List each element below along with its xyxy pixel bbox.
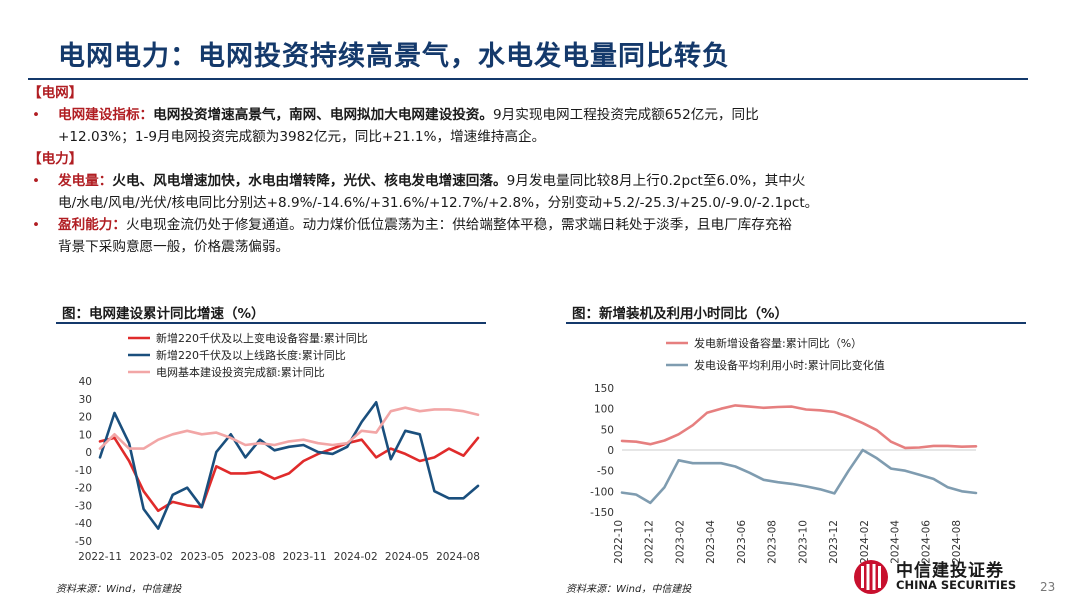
series-line-2 [98,401,480,530]
x-tick-label: 2023-04 [705,520,717,564]
x-tick-label: 2024-02 [859,520,871,564]
bullet-head: 电网建设指标： [58,107,154,123]
figure-2-title: 图：新增装机及利用小时同比（%） [572,306,789,322]
logo-emblem-icon [854,560,888,594]
bullet-dot-icon: • [32,217,41,233]
x-tick-label: 2023-08 [231,551,275,563]
figure-1-source: 资料来源：Wind，中信建投 [56,584,182,595]
x-tick-label: 2022-12 [644,520,656,564]
x-tick-label: 2024-02 [334,551,378,563]
section-label-power: 【电力】 [28,151,83,167]
bullet-line-2: +12.03%；1-9月电网投资完成额为3982亿元，同比+21.1%，增速维持… [58,129,546,145]
bullet-generation: • 发电量：火电、风电增速加快，水电由增转降，光伏、核电发电增速回落。9月发电量… [28,170,1033,214]
y-tick-label: -100 [590,486,614,498]
title-divider [28,78,1028,80]
x-tick-label: 2022-10 [613,520,625,564]
x-tick-label: 2023-12 [828,520,840,564]
series-line-1 [98,436,480,513]
y-tick-label: -30 [75,500,92,512]
section-label-grid: 【电网】 [28,85,83,101]
text-content: 【电网】 • 电网建设指标：电网投资增速高景气，南网、电网拟加大电网建设投资。9… [28,82,1033,258]
logo-text-cn: 中信建投证券 [896,561,1004,581]
bullet-dot-icon: • [32,107,41,123]
legend-label-3: 电网基本建设投资完成额:累计同比 [156,365,325,379]
x-tick-label: 2023-06 [736,520,748,564]
x-tick-label: 2023-11 [283,551,327,563]
x-tick-label: 2024-05 [385,551,429,563]
company-logo: 中信建投证券 CHINA SECURITIES [852,556,1042,600]
bullet-strong: 电网投资增速高景气，南网、电网拟加大电网建设投资。 [153,107,493,123]
bullet-line-1: 9月发电量同比较8月上行0.2pct至6.0%，其中火 [506,173,806,189]
figure-2-rule [566,322,1026,324]
y-tick-label: 20 [79,412,92,424]
bullet-line-2: 电/水电/风电/光伏/核电同比分别达+8.9%/-14.6%/+31.6%/+1… [58,195,819,211]
y-tick-label: 0 [607,445,614,457]
y-tick-label: 30 [79,394,92,406]
y-tick-label: -10 [75,465,92,477]
page-number: 23 [1040,580,1056,594]
y-tick-label: -20 [75,483,92,495]
x-tick-label: 2024-04 [890,520,902,564]
y-tick-label: -50 [75,536,92,548]
x-tick-label: 2024-06 [920,520,932,564]
series-line-1 [620,404,978,450]
y-tick-label: 100 [594,404,614,416]
x-tick-label: 2023-02 [674,520,686,564]
x-tick-label: 2023-02 [129,551,173,563]
legend-label-1: 新增220千伏及以上变电设备容量:累计同比 [156,331,368,345]
y-tick-label: 10 [79,429,92,441]
bullet-grid-construction: • 电网建设指标：电网投资增速高景气，南网、电网拟加大电网建设投资。9月实现电网… [28,104,1033,148]
figure-1-rule [56,322,486,324]
x-tick-label: 2024-08 [436,551,480,563]
chart-grid-investment: 40 30 20 10 0 -10 -20 -30 -40 -50 2022-11 2023-02 20… [75,331,480,563]
y-tick-label: -150 [590,507,614,519]
y-tick-label: 40 [79,376,92,388]
y-tick-label: -50 [597,466,614,478]
x-tick-label: 2023-08 [767,520,779,564]
legend-label-2: 新增220千伏及以上线路长度:累计同比 [156,348,346,362]
bullet-line-1: 火电现金流仍处于修复通道。动力煤价低位震荡为主：供给端整体平稳，需求端日耗处于淡… [125,217,793,233]
bullet-head: 盈利能力： [58,217,126,233]
legend-label-1: 发电新增设备容量:累计同比（%） [694,336,862,350]
y-tick-label: 50 [601,424,614,436]
figure-2-source: 资料来源：Wind，中信建投 [566,584,692,595]
y-tick-label: -40 [75,518,92,530]
bullet-head: 发电量： [58,173,113,189]
logo-text-en: CHINA SECURITIES [896,578,1017,592]
y-tick-label: 150 [594,383,614,395]
bullet-dot-icon: • [32,173,41,189]
x-tick-label: 2023-05 [180,551,224,563]
bullet-line-2: 背景下采购意愿一般，价格震荡偏弱。 [58,239,290,255]
x-tick-label: 2022-11 [78,551,122,563]
x-tick-label: 2023-10 [797,520,809,564]
series-line-2 [620,448,978,505]
series-line-3 [98,406,480,450]
x-tick-label: 2024-08 [951,520,963,564]
figure-1-title: 图：电网建设累计同比增速（%） [62,306,265,322]
bullet-line-1: 9月实现电网工程投资完成额652亿元，同比 [493,107,759,123]
bullet-profitability: • 盈利能力：火电现金流仍处于修复通道。动力煤价低位震荡为主：供给端整体平稳，需… [28,214,1033,258]
page-title: 电网电力：电网投资持续高景气，水电发电量同比转负 [58,41,730,72]
legend-label-2: 发电设备平均利用小时:累计同比变化值 [694,358,885,372]
bullet-strong: 火电、风电增速加快，水电由增转降，光伏、核电发电增速回落。 [112,173,507,189]
y-tick-label: 0 [85,447,92,459]
